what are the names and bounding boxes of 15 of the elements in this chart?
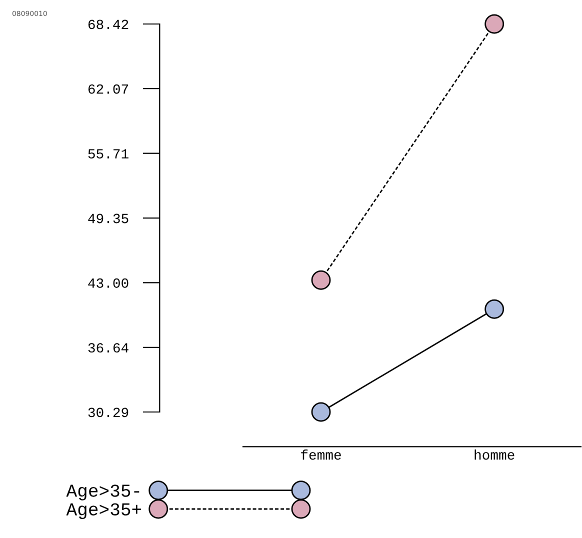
- y-tick-label: 62.07: [88, 84, 128, 94]
- legend-label: Age>35-: [66, 484, 140, 500]
- y-tick-label: 43.00: [88, 278, 128, 288]
- legend-label: Age>35+: [66, 503, 142, 520]
- point: [311, 402, 331, 422]
- x-tick-label: homme: [474, 450, 514, 460]
- y-tick-label: 55.71: [88, 149, 128, 159]
- point: [311, 270, 331, 290]
- y-tick-label: 49.35: [88, 214, 128, 224]
- x-tick-label: femme: [301, 450, 341, 460]
- y-tick-label: 68.42: [88, 20, 128, 30]
- y-tick-label: 36.64: [88, 343, 128, 353]
- y-tick-label: 30.29: [88, 408, 128, 418]
- point: [484, 299, 504, 319]
- point: [484, 14, 504, 34]
